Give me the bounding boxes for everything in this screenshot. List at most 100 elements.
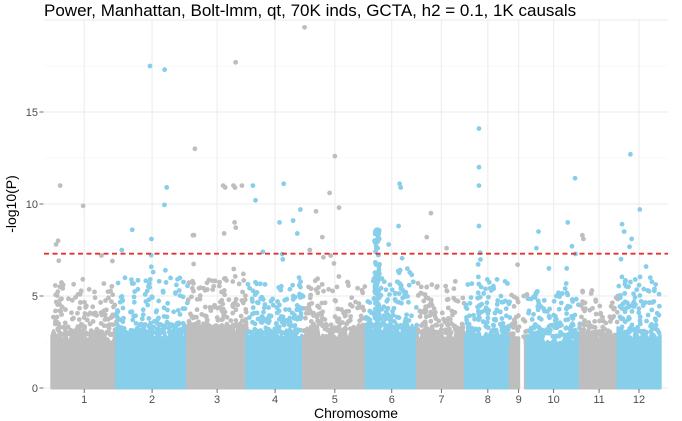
snp-point bbox=[295, 327, 301, 333]
snp-point bbox=[281, 181, 287, 187]
snp-point bbox=[484, 300, 490, 306]
snp-point bbox=[264, 316, 270, 322]
snp-point bbox=[607, 314, 613, 320]
snp-point bbox=[99, 253, 104, 258]
snp-point bbox=[406, 282, 412, 288]
snp-point bbox=[146, 316, 152, 321]
snp-point bbox=[648, 329, 654, 335]
snp-point bbox=[449, 308, 455, 314]
snp-point bbox=[475, 290, 481, 296]
snp-point bbox=[418, 284, 424, 290]
snp-point bbox=[319, 300, 325, 306]
snp-point bbox=[361, 307, 367, 313]
snp-point bbox=[404, 266, 410, 271]
snp-point bbox=[192, 146, 198, 152]
snp-point bbox=[82, 299, 87, 305]
snp-point bbox=[643, 329, 649, 335]
snp-point bbox=[50, 314, 56, 320]
snp-point bbox=[294, 303, 300, 308]
snp-point bbox=[434, 285, 440, 290]
snp-point bbox=[146, 281, 152, 286]
snp-point bbox=[149, 236, 154, 242]
snp-point bbox=[365, 299, 371, 304]
chromosome-band bbox=[186, 322, 249, 390]
snp-point bbox=[186, 319, 192, 325]
snp-point bbox=[450, 312, 455, 318]
snp-point bbox=[150, 269, 156, 275]
snp-point bbox=[197, 296, 203, 302]
snp-point bbox=[532, 295, 538, 300]
snp-point bbox=[148, 264, 154, 270]
snp-point bbox=[166, 321, 172, 327]
snp-point bbox=[393, 298, 399, 304]
snp-point bbox=[98, 300, 104, 305]
snp-point bbox=[631, 291, 636, 297]
snp-point bbox=[176, 321, 182, 327]
snp-point bbox=[404, 312, 409, 318]
snp-point bbox=[654, 310, 660, 316]
chromosome-band bbox=[50, 328, 119, 390]
snp-point bbox=[283, 318, 289, 323]
snp-point bbox=[629, 308, 635, 314]
snp-point bbox=[201, 285, 207, 291]
snp-point bbox=[156, 278, 162, 284]
snp-point bbox=[298, 279, 303, 285]
snp-point bbox=[563, 281, 569, 286]
snp-point bbox=[619, 274, 625, 280]
snp-point bbox=[424, 234, 430, 240]
snp-point bbox=[612, 305, 617, 311]
snp-point bbox=[424, 284, 430, 290]
snp-point bbox=[460, 323, 466, 329]
snp-point bbox=[483, 286, 488, 292]
snp-point bbox=[245, 330, 251, 335]
snp-point bbox=[115, 280, 121, 286]
snp-point bbox=[635, 324, 640, 330]
snp-point bbox=[426, 303, 431, 309]
snp-point bbox=[320, 254, 326, 260]
snp-point bbox=[306, 284, 311, 290]
snp-point bbox=[230, 304, 236, 310]
snp-point bbox=[290, 282, 296, 288]
snp-point bbox=[570, 299, 576, 304]
snp-point bbox=[138, 321, 144, 327]
snp-point bbox=[194, 307, 200, 313]
snp-point bbox=[478, 257, 483, 262]
snp-point bbox=[81, 332, 87, 337]
snp-point bbox=[326, 286, 332, 292]
snp-point bbox=[398, 185, 404, 190]
snp-point bbox=[628, 151, 633, 157]
snp-point bbox=[243, 320, 249, 326]
snp-point bbox=[77, 332, 82, 338]
snp-point bbox=[103, 316, 109, 322]
snp-point bbox=[57, 183, 63, 189]
snp-point bbox=[233, 307, 239, 313]
snp-point bbox=[133, 321, 139, 326]
snp-point bbox=[220, 301, 226, 307]
snp-point bbox=[204, 280, 210, 286]
snp-point bbox=[629, 322, 635, 328]
snp-point bbox=[477, 303, 482, 309]
snp-point bbox=[86, 286, 92, 292]
snp-point bbox=[494, 308, 500, 314]
snp-point bbox=[514, 296, 520, 302]
snp-point bbox=[380, 320, 386, 325]
snp-point bbox=[472, 316, 477, 322]
snp-point bbox=[563, 325, 569, 331]
snp-point bbox=[262, 281, 268, 287]
snp-point bbox=[451, 286, 457, 292]
snp-point bbox=[509, 292, 514, 298]
snp-point bbox=[374, 227, 380, 233]
snp-point bbox=[376, 263, 381, 269]
snp-point bbox=[468, 295, 474, 301]
snp-point bbox=[213, 323, 218, 329]
snp-point bbox=[520, 317, 526, 322]
snp-point bbox=[486, 294, 491, 300]
snp-point bbox=[376, 309, 381, 314]
snp-point bbox=[467, 300, 473, 306]
snp-point bbox=[98, 321, 104, 326]
x-tick-label: 6 bbox=[389, 394, 395, 406]
snp-point bbox=[649, 279, 655, 285]
snp-point bbox=[632, 277, 638, 282]
snp-point bbox=[556, 290, 561, 296]
snp-point bbox=[74, 327, 79, 333]
